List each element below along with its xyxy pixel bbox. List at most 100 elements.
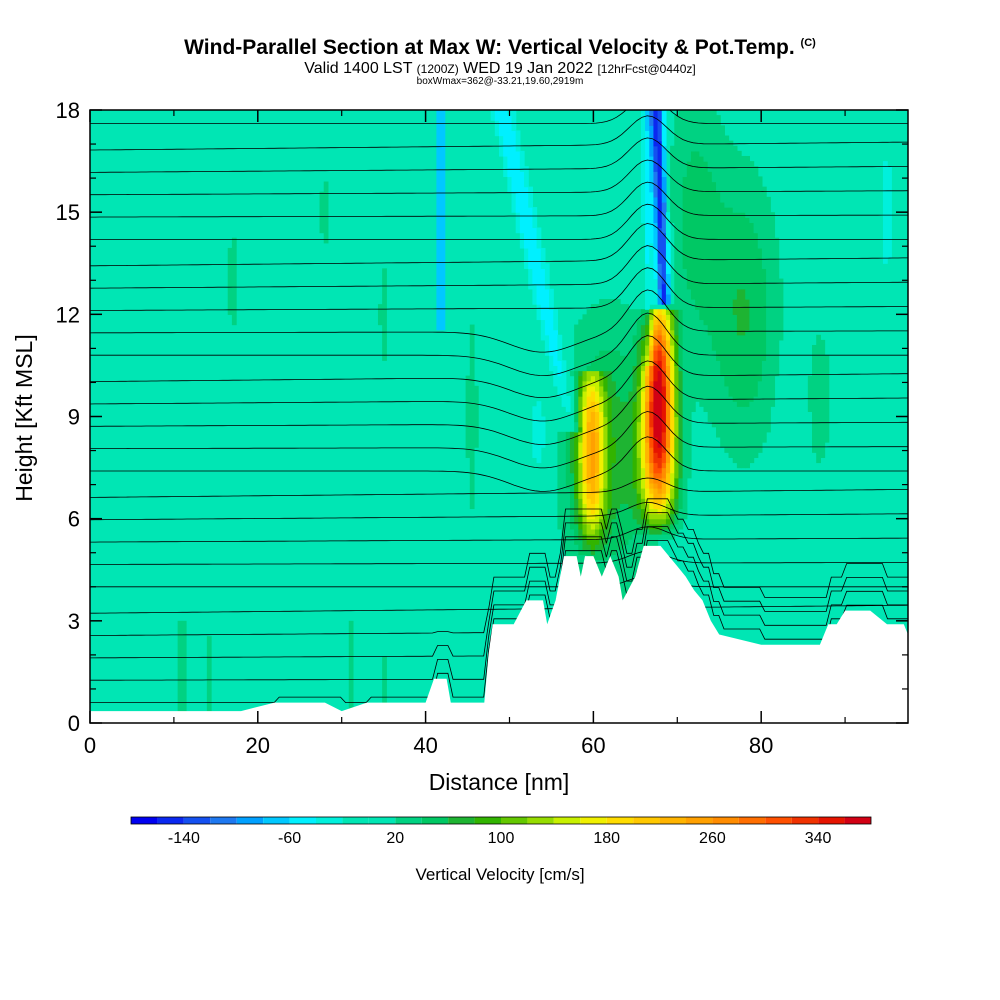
isentrope-contours xyxy=(90,110,908,703)
field-cell xyxy=(507,176,513,193)
field-cell xyxy=(599,508,604,520)
field-cell xyxy=(661,385,667,433)
y-tick-label: 9 xyxy=(68,405,80,430)
field-cell xyxy=(519,232,525,249)
x-tick-label: 60 xyxy=(581,733,605,758)
field-cell xyxy=(703,110,709,162)
field-cell xyxy=(636,385,642,423)
field-cell xyxy=(720,375,725,448)
field-cell xyxy=(661,319,667,326)
field-cell xyxy=(649,447,655,464)
field-cell xyxy=(699,110,705,157)
field-cell xyxy=(695,150,700,310)
field-cell xyxy=(586,498,592,510)
field-cell xyxy=(645,528,650,535)
colorbar-swatch xyxy=(791,817,819,824)
field-cell xyxy=(603,488,609,515)
field-cell xyxy=(732,299,738,315)
x-tick-label: 80 xyxy=(749,733,773,758)
field-cell xyxy=(665,380,671,448)
field-cell xyxy=(524,166,529,188)
field-cell xyxy=(615,549,621,601)
field-cell xyxy=(736,150,742,213)
field-cell xyxy=(578,513,584,530)
field-cell xyxy=(653,222,659,249)
field-cell xyxy=(469,324,475,510)
field-cell xyxy=(670,508,675,515)
field-cell xyxy=(515,212,521,234)
field-cell xyxy=(640,488,646,499)
field-cell xyxy=(578,431,584,443)
field-cell xyxy=(624,304,629,356)
field-cell xyxy=(590,493,596,504)
field-cell xyxy=(728,140,734,208)
isentrope-line xyxy=(90,411,908,469)
field-cell xyxy=(674,365,680,418)
field-cell xyxy=(724,385,730,453)
field-cell xyxy=(628,508,634,540)
field-cell xyxy=(745,217,751,300)
field-cell xyxy=(686,288,692,479)
field-cell xyxy=(661,324,667,336)
field-cell xyxy=(590,528,596,535)
field-cell xyxy=(682,110,688,178)
field-cell xyxy=(653,477,659,484)
field-cell xyxy=(590,431,596,479)
field-cell xyxy=(745,155,751,218)
field-cell xyxy=(665,365,671,382)
field-cell xyxy=(649,513,655,520)
field-cell xyxy=(528,207,533,269)
field-cell xyxy=(607,508,613,535)
field-cell xyxy=(645,488,650,499)
field-cell xyxy=(578,396,584,428)
field-cell xyxy=(586,421,592,484)
field-cell xyxy=(553,309,559,331)
field-cell xyxy=(661,110,667,147)
axes: 0 20 40 60 80 0 3 6 9 12 15 18 xyxy=(56,98,908,758)
field-cell xyxy=(661,533,667,540)
field-cell xyxy=(586,518,592,525)
field-cell xyxy=(582,513,588,525)
field-cell xyxy=(649,350,655,367)
y-axis-title: Height [Kft MSL] xyxy=(11,334,37,501)
field-cell xyxy=(699,319,705,407)
field-cell xyxy=(720,201,725,377)
field-cell xyxy=(519,171,525,234)
field-cell xyxy=(181,620,187,723)
field-cell xyxy=(653,518,659,525)
field-cell xyxy=(670,452,675,474)
field-cell xyxy=(657,329,663,336)
isentrope-line xyxy=(90,477,908,498)
isentrope-line xyxy=(90,596,908,614)
field-cell xyxy=(640,528,646,535)
field-cell xyxy=(528,186,533,208)
field-cell xyxy=(657,508,663,515)
field-cell xyxy=(645,334,650,346)
field-cell xyxy=(578,370,584,377)
field-cell xyxy=(582,406,588,433)
field-cell xyxy=(382,656,387,723)
field-cell xyxy=(653,503,659,510)
field-cell xyxy=(728,207,734,397)
field-cell xyxy=(599,350,604,372)
field-cell xyxy=(586,380,592,387)
field-cell xyxy=(532,283,538,305)
field-cell xyxy=(603,528,609,545)
field-cell xyxy=(674,513,680,525)
field-cell xyxy=(557,360,563,377)
field-cell xyxy=(653,513,659,520)
field-cell xyxy=(657,518,663,525)
field-cell xyxy=(594,411,600,433)
field-cell xyxy=(624,401,629,504)
field-cell xyxy=(636,493,642,510)
field-cell xyxy=(640,324,646,341)
field-cell xyxy=(636,319,642,341)
field-cell xyxy=(511,110,517,132)
field-cell xyxy=(503,110,508,157)
field-cell xyxy=(741,406,746,469)
field-cell xyxy=(649,334,655,346)
colorbar-swatch xyxy=(157,817,184,824)
field-cell xyxy=(590,549,596,556)
field-cell xyxy=(565,431,571,489)
field-cell xyxy=(611,299,617,351)
